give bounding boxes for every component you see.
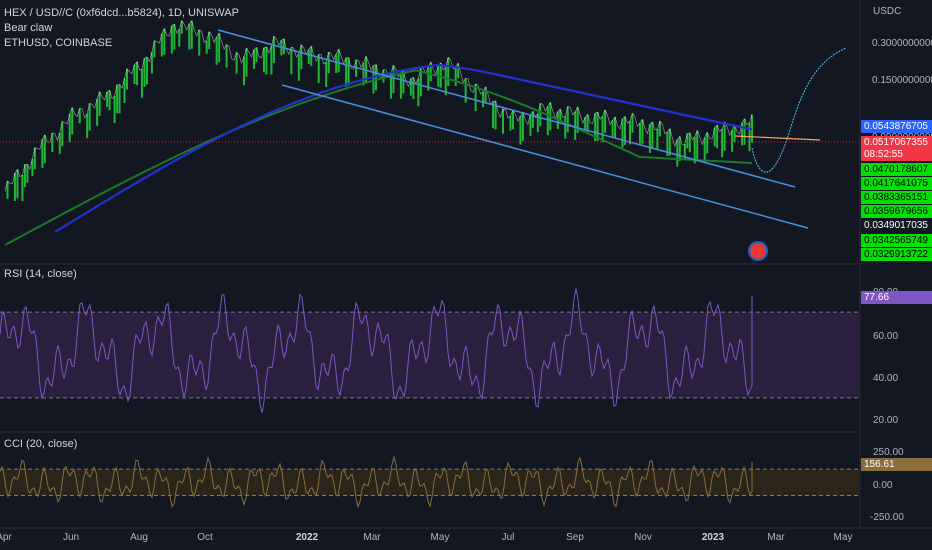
time-tick: Jul	[501, 532, 515, 543]
rsi-value-tag: 77.66	[861, 291, 932, 304]
symbol-title[interactable]: HEX / USD//C (0xf6dcd...b5824), 1D, UNIS…	[4, 7, 239, 19]
time-tick: May	[833, 532, 853, 543]
cci-title[interactable]: CCI (20, close)	[4, 438, 78, 450]
rsi-tick: 40.00	[873, 373, 899, 384]
time-tick: Nov	[634, 532, 652, 543]
cci-tick: -250.00	[870, 512, 904, 523]
time-tick: Mar	[363, 532, 381, 543]
chart-legend: HEX / USD//C (0xf6dcd...b5824), 1D, UNIS…	[4, 6, 239, 51]
cci-tick: 0.00	[873, 480, 893, 491]
price-tag: 0.0417641075	[861, 177, 932, 190]
price-tag: 0.0517067355	[861, 136, 932, 149]
price-tick: 0.3000000000	[872, 38, 932, 49]
cci-value-tag: 156.61	[861, 458, 932, 471]
resistance-line	[734, 135, 821, 141]
price-tag: 0.0470178607	[861, 163, 932, 176]
channel-lower-line	[281, 84, 809, 229]
cci-tick: 250.00	[873, 447, 904, 458]
cci-line	[0, 455, 753, 509]
ma-green-line	[4, 69, 753, 246]
rsi-tick: 20.00	[873, 415, 899, 426]
time-tick: Oct	[197, 532, 213, 543]
rsi-line	[0, 288, 753, 413]
price-tag: 0.0342565749	[861, 234, 932, 247]
cci-band	[0, 469, 860, 496]
time-tick: 2022	[295, 532, 319, 543]
price-tag: 0.0359679656	[861, 205, 932, 218]
indicator-label[interactable]: Bear claw	[4, 22, 53, 34]
price-tag: 0.0329913722	[861, 248, 932, 261]
rsi-tick: 60.00	[873, 331, 899, 342]
time-tick: Sep	[566, 532, 584, 543]
us-flag-event-icon[interactable]	[748, 241, 768, 261]
price-tick: 0.1500000000	[872, 75, 932, 86]
time-tick: 2023	[701, 532, 725, 543]
time-tick: May	[430, 532, 450, 543]
ma-blue-line	[54, 63, 753, 233]
currency-label: USDC	[873, 6, 902, 17]
compare-label[interactable]: ETHUSD, COINBASE	[4, 37, 113, 49]
price-tag: 08:52:55	[861, 148, 932, 161]
channel-upper-line	[217, 29, 796, 188]
rsi-title[interactable]: RSI (14, close)	[4, 268, 77, 280]
price-tag: 0.0349017035	[861, 219, 932, 232]
rsi-band	[0, 312, 860, 398]
time-tick: Apr	[0, 532, 12, 543]
time-tick: Jun	[62, 532, 80, 543]
price-tag: 0.0383365151	[861, 191, 932, 204]
time-tick: Aug	[130, 532, 148, 543]
projection-curve	[751, 47, 847, 173]
time-tick: Mar	[767, 532, 785, 543]
price-tag: 0.0543876705	[861, 120, 932, 133]
